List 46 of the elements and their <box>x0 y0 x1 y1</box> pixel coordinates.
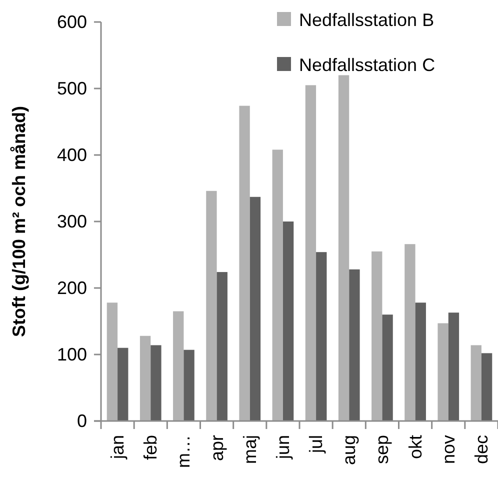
bar <box>216 272 228 421</box>
bar <box>470 345 482 421</box>
bar <box>316 252 327 421</box>
bar <box>250 196 261 421</box>
bar <box>282 222 294 421</box>
bar <box>206 190 217 421</box>
x-tick-label: jul <box>306 435 326 454</box>
y-tick-label: 200 <box>56 278 87 298</box>
bar <box>481 353 492 421</box>
x-tick-label: aug <box>339 435 360 466</box>
y-tick-label: 100 <box>56 344 87 364</box>
bar <box>404 244 416 421</box>
x-tick-label: dec <box>471 435 492 464</box>
x-tick-label: maj <box>240 435 260 464</box>
bar <box>438 323 448 421</box>
x-tick-label: sep <box>372 435 392 464</box>
bar <box>272 150 283 421</box>
x-tick-label: apr <box>206 434 227 462</box>
x-tick-label: feb <box>140 435 161 460</box>
bar <box>150 345 162 421</box>
bar <box>349 269 360 421</box>
bar <box>106 302 118 421</box>
y-axis-title: Stoft (g/100 m² och månad) <box>9 106 29 338</box>
legend-label: Nedfallsstation C <box>299 55 436 75</box>
y-tick-label: 400 <box>56 144 87 165</box>
bar <box>118 348 128 421</box>
bar <box>140 336 151 421</box>
y-tick-label: 600 <box>56 12 87 32</box>
bar <box>448 312 460 421</box>
bar <box>382 314 393 421</box>
bar <box>173 311 184 421</box>
x-tick-label: okt <box>405 435 426 460</box>
legend-label: Nedfallsstation B <box>299 10 434 30</box>
bar <box>372 251 382 421</box>
x-tick-label: nov <box>438 435 458 464</box>
bar <box>305 85 316 421</box>
y-tick-label: 0 <box>76 410 87 431</box>
x-tick-label: jun <box>272 435 293 460</box>
x-tick-label: m… <box>174 435 194 468</box>
bar <box>338 75 350 421</box>
y-tick-label: 500 <box>56 78 87 98</box>
y-tick-label: 300 <box>56 211 87 232</box>
bar <box>415 302 426 421</box>
bar <box>239 106 250 421</box>
bar <box>184 350 194 421</box>
x-tick-label: jan <box>108 435 128 460</box>
